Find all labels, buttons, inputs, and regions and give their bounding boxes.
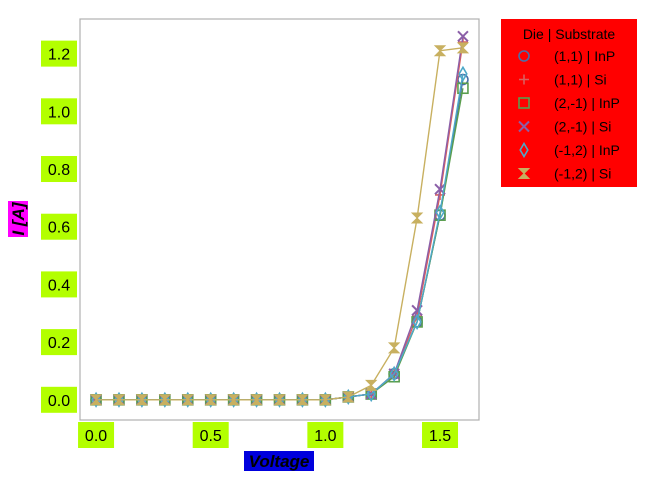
data-point-marker (389, 365, 399, 382)
y-tick: 1.2 (41, 40, 77, 67)
legend-entries: (1,1) | InP (1,1) | Si (2,-1) | InP (2,-1) … (517, 48, 620, 182)
y-axis-title-group: I [A] (8, 201, 28, 237)
y-tick-label-background (41, 213, 77, 240)
legend: Die | Substrate (1,1) | InP (1,1) | Si (2,… (501, 19, 637, 187)
data-point-marker (365, 379, 378, 391)
y-axis-title: I [A] (9, 201, 28, 235)
data-point-marker (433, 45, 447, 57)
y-tick: 0.8 (41, 156, 77, 183)
legend-marker (518, 120, 530, 133)
y-tick-label: 0.8 (48, 162, 70, 179)
legend-label: (-1,2) | Si (554, 166, 611, 182)
x-axis-title: Voltage (249, 452, 310, 471)
data-point-marker (181, 394, 194, 406)
series (89, 42, 470, 406)
legend-label: (2,-1) | Si (554, 119, 611, 135)
legend-entry: (1,1) | Si (519, 72, 607, 88)
data-point-marker (342, 391, 355, 403)
y-tick-label: 1.0 (48, 104, 70, 121)
legend-marker (518, 50, 530, 62)
legend-entry: (-1,2) | Si (517, 166, 611, 182)
data-point-marker (296, 394, 309, 406)
y-tick-label-background (41, 40, 77, 67)
y-tick-labels: 0.0 0.2 0.4 0.6 0.8 1.0 1.2 (41, 40, 77, 413)
legend-label: (-1,2) | InP (554, 142, 620, 158)
y-tick-label-background (41, 98, 77, 125)
data-point-marker (250, 394, 263, 406)
x-tick: 0.0 (78, 422, 115, 448)
y-tick-label-background (41, 271, 77, 298)
x-tick-labels: 0.0 0.5 1.0 1.5 (78, 422, 459, 448)
y-tick: 0.6 (41, 213, 77, 240)
legend-marker (518, 97, 530, 109)
legend-entry: (2,-1) | Si (518, 119, 611, 135)
legend-entry: (1,1) | InP (518, 48, 615, 64)
series-layer (89, 30, 470, 408)
legend-marker (517, 168, 531, 179)
data-point-marker (366, 385, 376, 403)
data-point-marker (273, 394, 286, 406)
x-tick-label: 0.5 (200, 428, 222, 445)
legend-entry: (2,-1) | InP (518, 95, 620, 111)
data-point-marker (410, 212, 424, 224)
y-tick-label: 0.2 (48, 335, 70, 352)
data-point-marker (435, 204, 445, 221)
y-tick-label-background (41, 386, 77, 413)
data-point-marker (457, 30, 469, 43)
x-tick-label: 1.0 (314, 428, 336, 445)
data-point-marker (387, 342, 401, 354)
x-tick: 0.5 (192, 422, 229, 448)
y-tick: 0.0 (41, 386, 77, 413)
legend-title: Die | Substrate (523, 26, 616, 42)
data-point-marker (412, 313, 422, 330)
legend-background (501, 19, 637, 187)
data-point-marker (89, 394, 103, 406)
data-point-marker (227, 394, 240, 406)
y-axis-title-background (8, 201, 28, 237)
legend-label: (1,1) | Si (554, 72, 607, 88)
x-axis-title-background (244, 451, 314, 471)
legend-marker (519, 141, 529, 159)
legend-label: (1,1) | InP (554, 48, 615, 64)
y-tick-label: 0.4 (48, 277, 70, 294)
legend-entry: (-1,2) | InP (519, 141, 620, 159)
y-tick: 0.4 (41, 271, 77, 298)
data-point-marker (456, 42, 470, 54)
x-tick-label-background (192, 422, 229, 448)
x-axis-title-group: Voltage (244, 451, 314, 471)
y-tick-label-background (41, 329, 77, 356)
x-tick-label-background (307, 422, 344, 448)
x-tick-label-background (422, 422, 459, 448)
data-point-marker (112, 394, 126, 406)
x-tick-label: 0.0 (85, 428, 107, 445)
x-tick: 1.0 (307, 422, 344, 448)
y-tick: 1.0 (41, 98, 77, 125)
data-point-marker (158, 394, 172, 406)
data-point-marker (319, 394, 332, 406)
y-tick-label: 0.0 (48, 393, 70, 410)
y-tick-label-background (41, 156, 77, 183)
plot-frame (79, 18, 480, 421)
data-point-marker (457, 82, 469, 95)
legend-label: (2,-1) | InP (554, 95, 620, 111)
x-tick: 1.5 (422, 422, 459, 448)
legend-marker (519, 74, 529, 85)
y-tick-label: 1.2 (48, 47, 70, 64)
data-point-marker (204, 394, 217, 406)
x-tick-label: 1.5 (429, 428, 451, 445)
y-tick: 0.2 (41, 329, 77, 356)
y-tick-label: 0.6 (48, 220, 70, 237)
data-point-marker (135, 394, 149, 406)
x-tick-label-background (78, 422, 115, 448)
data-point-marker (458, 65, 468, 82)
